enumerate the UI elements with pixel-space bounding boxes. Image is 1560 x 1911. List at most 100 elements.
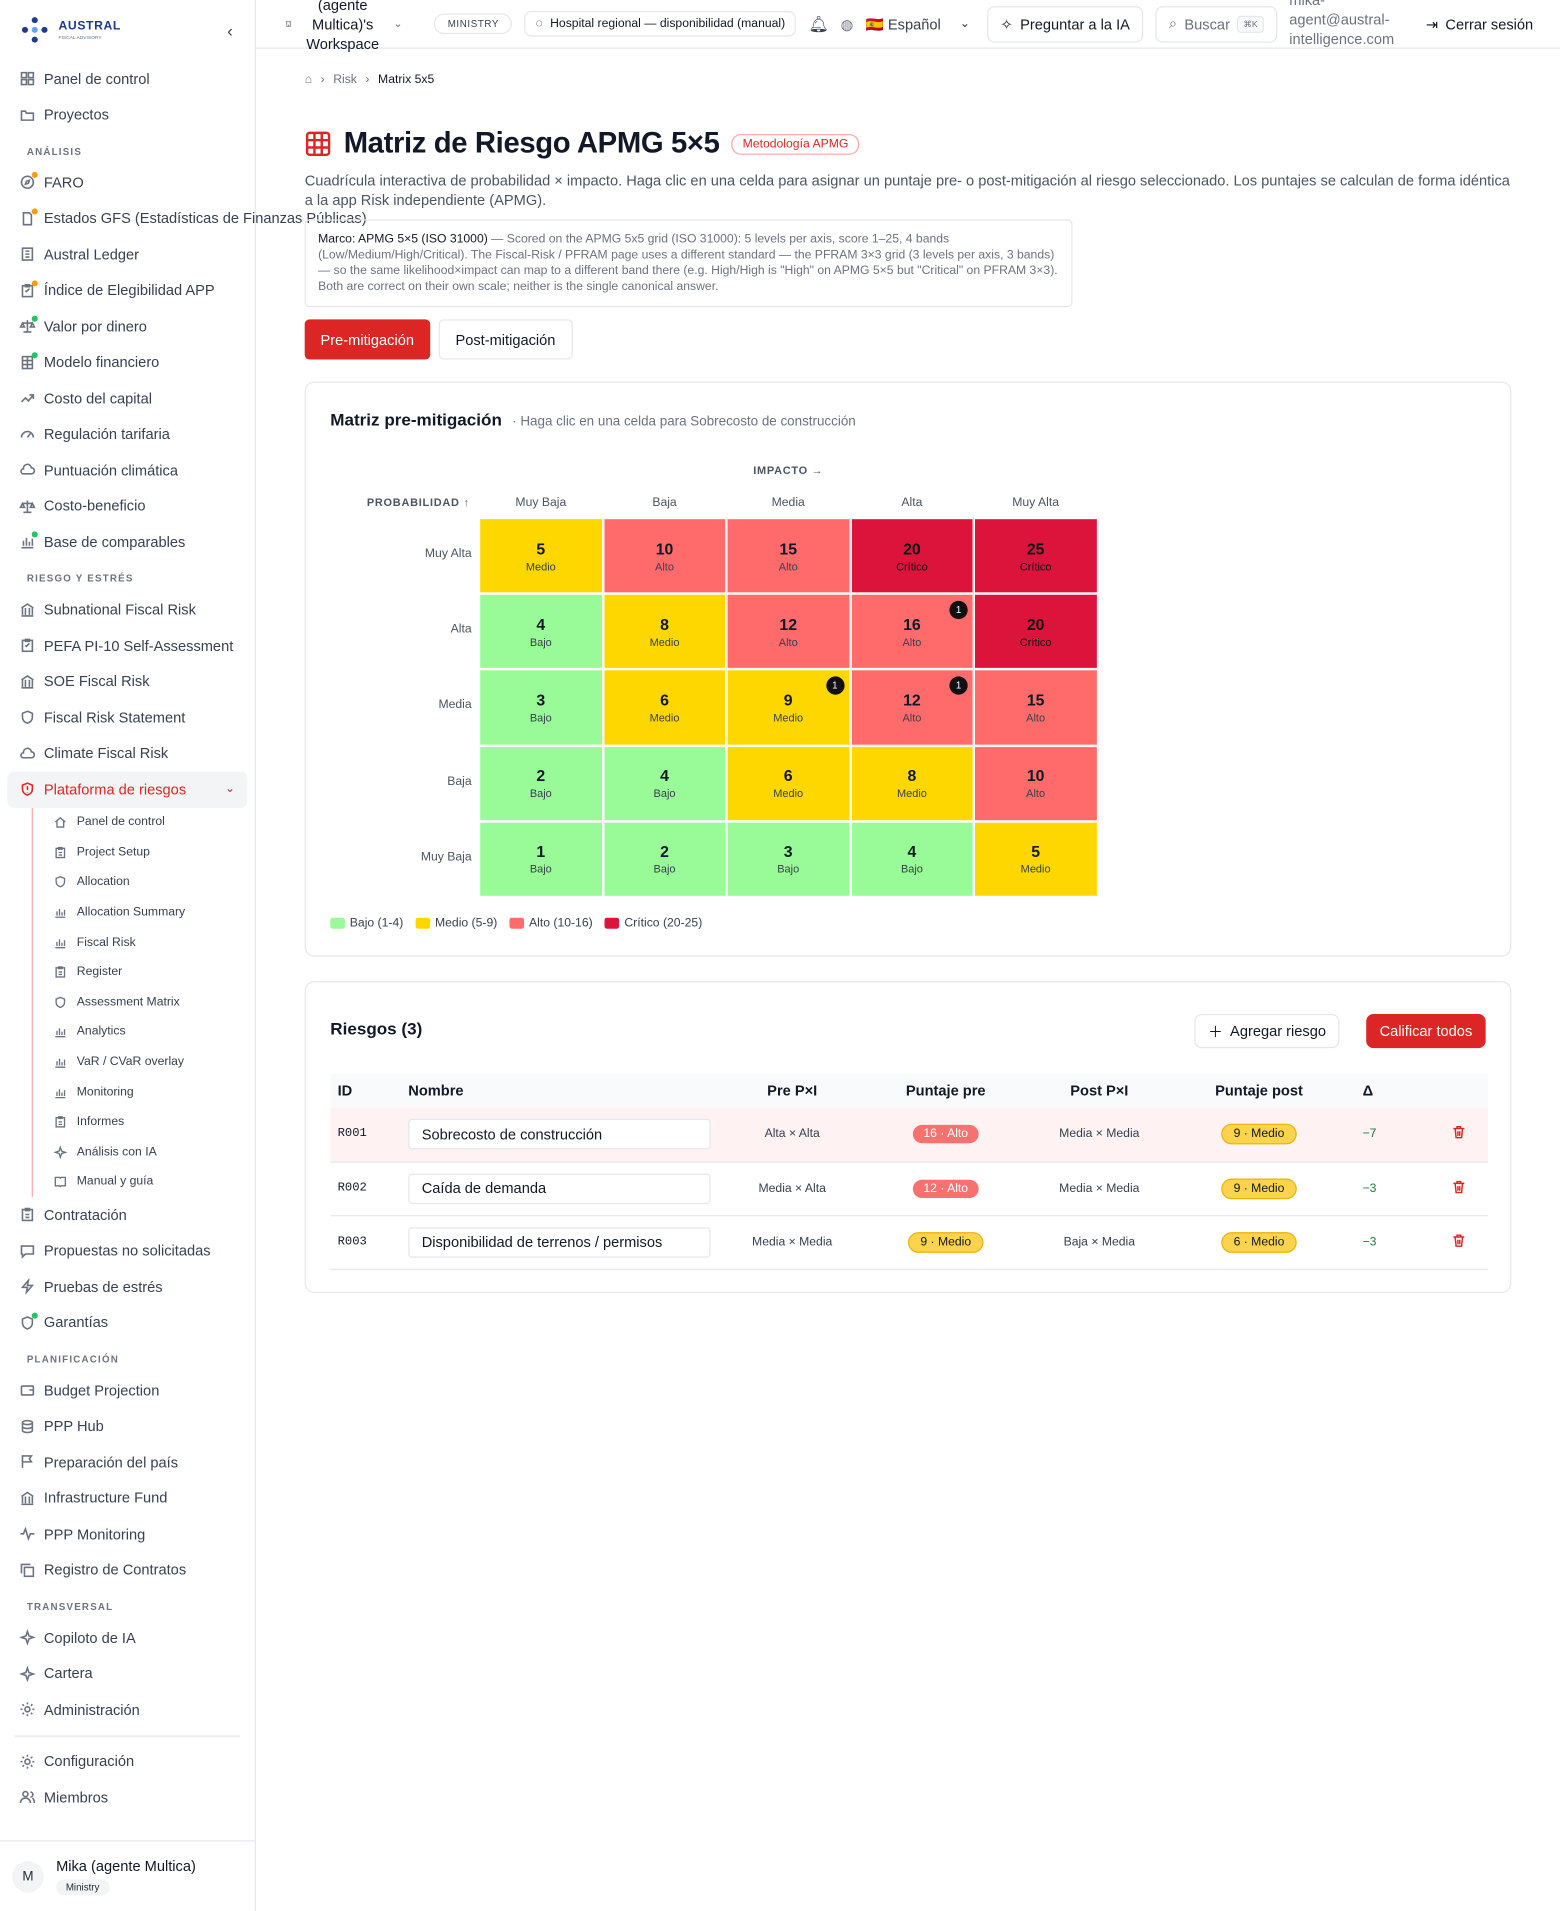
sidebar-item-analytics[interactable]: Analytics: [45, 1017, 247, 1047]
pre-score-badge[interactable]: 12 · Alto: [912, 1179, 980, 1198]
sidebar-item-modelo-financiero[interactable]: Modelo financiero: [7, 344, 247, 380]
post-score-badge[interactable]: 9 · Medio: [1221, 1123, 1297, 1145]
sidebar-item-subnational-fiscal-risk[interactable]: Subnational Fiscal Risk: [7, 592, 247, 628]
matrix-cell[interactable]: 8 Medio: [602, 593, 727, 670]
matrix-cell[interactable]: 5 Medio: [973, 821, 1098, 897]
sidebar-item-propuestas-no-solicitadas[interactable]: Propuestas no solicitadas: [7, 1233, 247, 1269]
sidebar-item-project-setup[interactable]: Project Setup: [45, 837, 247, 867]
sidebar-item-fiscal-risk-statement[interactable]: Fiscal Risk Statement: [7, 700, 247, 736]
sidebar-item-proyectos[interactable]: Proyectos: [7, 97, 247, 133]
matrix-cell[interactable]: 20 Crítico: [973, 593, 1098, 670]
pre-score-badge[interactable]: 9 · Medio: [908, 1231, 984, 1253]
risk-name-input[interactable]: [408, 1173, 711, 1204]
matrix-cell[interactable]: 2 Bajo: [602, 821, 727, 897]
matrix-cell[interactable]: 12 Alto 1: [850, 669, 974, 746]
matrix-cell[interactable]: 3 Bajo: [478, 669, 603, 746]
matrix-cell[interactable]: 4 Bajo: [478, 593, 603, 670]
sidebar-item-assessment-matrix[interactable]: Assessment Matrix: [45, 987, 247, 1017]
sidebar-item-registro-de-contratos[interactable]: Registro de Contratos: [7, 1552, 247, 1588]
matrix-cell[interactable]: 25 Crítico: [973, 517, 1098, 594]
matrix-cell[interactable]: 9 Medio 1: [726, 669, 851, 746]
home-icon[interactable]: ⌂: [304, 72, 313, 86]
sidebar-item-analisis-con-ia[interactable]: Análisis con IA: [45, 1137, 247, 1167]
sidebar-item-allocation[interactable]: Allocation: [45, 867, 247, 897]
sidebar-item-puntuacion-climatica[interactable]: Puntuación climática: [7, 452, 247, 488]
sidebar-item-copiloto-de-ia[interactable]: Copiloto de IA: [7, 1620, 247, 1656]
user-profile[interactable]: M Mika (agente Multica) Ministry: [0, 1840, 256, 1911]
sidebar-item-ppp-monitoring[interactable]: PPP Monitoring: [7, 1516, 247, 1552]
score-all-button[interactable]: Calificar todos: [1366, 1014, 1486, 1049]
post-mitigation-button[interactable]: Post-mitigación: [438, 319, 573, 360]
sidebar-item-regulacion-tarifaria[interactable]: Regulación tarifaria: [7, 416, 247, 452]
sidebar-item-indice-de-elegibilidad-app[interactable]: Índice de Elegibilidad APP: [7, 272, 247, 308]
matrix-cell[interactable]: 8 Medio: [850, 745, 974, 822]
pre-mitigation-button[interactable]: Pre-mitigación: [304, 319, 430, 360]
sidebar-item-ppp-hub[interactable]: PPP Hub: [7, 1409, 247, 1445]
sidebar-item-climate-fiscal-risk[interactable]: Climate Fiscal Risk: [7, 736, 247, 772]
sidebar-item-contratacion[interactable]: Contratación: [7, 1197, 247, 1233]
matrix-cell[interactable]: 16 Alto 1: [850, 593, 974, 670]
bell-icon[interactable]: 🔔︎: [808, 14, 829, 33]
pre-score-badge[interactable]: 16 · Alto: [912, 1125, 980, 1144]
sidebar-item-soe-fiscal-risk[interactable]: SOE Fiscal Risk: [7, 664, 247, 700]
sidebar-item-base-de-comparables[interactable]: Base de comparables: [7, 524, 247, 560]
sidebar-item-panel-de-control[interactable]: Panel de control: [45, 807, 247, 837]
sidebar-item-configuracion[interactable]: Configuración: [7, 1744, 247, 1780]
sidebar-item-register[interactable]: Register: [45, 957, 247, 987]
matrix-cell[interactable]: 15 Alto: [973, 669, 1098, 746]
matrix-cell[interactable]: 15 Alto: [726, 517, 851, 594]
risk-name-input[interactable]: [408, 1119, 711, 1150]
matrix-cell[interactable]: 3 Bajo: [726, 821, 851, 897]
sidebar-item-valor-por-dinero[interactable]: Valor por dinero: [7, 308, 247, 344]
table-row[interactable]: R001 Alta × Alta 16 · Alto Media × Media 9 ·…: [330, 1107, 1489, 1163]
matrix-cell[interactable]: 4 Bajo: [850, 821, 974, 897]
sidebar-item-preparacion-del-pais[interactable]: Preparación del país: [7, 1444, 247, 1480]
matrix-cell[interactable]: 5 Medio: [478, 517, 603, 594]
sidebar-item-budget-projection[interactable]: Budget Projection: [7, 1373, 247, 1409]
sidebar-item-miembros[interactable]: Miembros: [7, 1780, 247, 1816]
sidebar-item-faro[interactable]: FARO: [7, 165, 247, 201]
sidebar-item-var-cvar-overlay[interactable]: VaR / CVaR overlay: [45, 1047, 247, 1077]
sidebar-item-monitoring[interactable]: Monitoring: [45, 1077, 247, 1107]
sidebar-item-manual-y-guia[interactable]: Manual y guía: [45, 1167, 247, 1197]
project-selector[interactable]: ◌ Hospital regional — disponibilidad (ma…: [524, 10, 797, 37]
post-score-badge[interactable]: 6 · Medio: [1221, 1231, 1297, 1253]
search-button[interactable]: ⌕ Buscar ⌘K: [1155, 5, 1278, 43]
breadcrumb-risk[interactable]: Risk: [333, 72, 357, 86]
post-score-badge[interactable]: 9 · Medio: [1221, 1177, 1297, 1199]
matrix-cell[interactable]: 1 Bajo: [478, 821, 603, 897]
chevron-down-icon[interactable]: ⌄: [224, 782, 236, 797]
risk-name-input[interactable]: [408, 1226, 711, 1258]
trash-icon[interactable]: [1452, 1180, 1467, 1197]
sidebar-item-costo-beneficio[interactable]: Costo-beneficio: [7, 488, 247, 524]
logout-button[interactable]: ⇥ Cerrar sesión: [1414, 5, 1546, 42]
matrix-cell[interactable]: 10 Alto: [973, 745, 1098, 822]
matrix-cell[interactable]: 2 Bajo: [478, 745, 603, 822]
language-selector[interactable]: 🇪🇸 Español: [865, 15, 941, 33]
sidebar-item-pruebas-de-estres[interactable]: Pruebas de estrés: [7, 1269, 247, 1305]
matrix-cell[interactable]: 20 Crítico: [850, 517, 974, 594]
sidebar-item-informes[interactable]: Informes: [45, 1107, 247, 1137]
table-row[interactable]: R003 Media × Media 9 · Medio Baja × Media 6 …: [330, 1215, 1489, 1270]
sidebar-item-allocation-summary[interactable]: Allocation Summary: [45, 897, 247, 927]
sidebar-item-estados-gfs-estadisticas-de-finanzas-publicas[interactable]: Estados GFS (Estadísticas de Finanzas Pú…: [7, 200, 367, 236]
matrix-cell[interactable]: 12 Alto: [726, 593, 851, 670]
trash-icon[interactable]: [1452, 1126, 1467, 1143]
add-risk-button[interactable]: ＋ Agregar riesgo: [1194, 1014, 1340, 1049]
trash-icon[interactable]: [1452, 1233, 1467, 1251]
matrix-cell[interactable]: 6 Medio: [726, 745, 851, 822]
collapse-sidebar-icon[interactable]: ‹: [227, 20, 233, 41]
workspace-switcher[interactable]: (agente Multica)'s Workspace ⌄: [285, 0, 403, 53]
sidebar-item-fiscal-risk[interactable]: Fiscal Risk: [45, 927, 247, 957]
sidebar-item-infrastructure-fund[interactable]: Infrastructure Fund: [7, 1480, 247, 1516]
sidebar-item-austral-ledger[interactable]: Austral Ledger: [7, 236, 247, 272]
language-chevron-icon[interactable]: ⌄: [959, 17, 971, 31]
matrix-cell[interactable]: 4 Bajo: [602, 745, 727, 822]
sidebar-item-garantias[interactable]: Garantías: [7, 1305, 247, 1341]
globe-icon[interactable]: ◍: [840, 15, 854, 33]
matrix-cell[interactable]: 10 Alto: [602, 517, 727, 594]
sidebar-item-plataforma-de-riesgos[interactable]: Plataforma de riesgos ⌄: [7, 771, 248, 808]
sidebar-item-cartera[interactable]: Cartera: [7, 1656, 247, 1692]
sidebar-item-administracion[interactable]: Administración: [7, 1692, 247, 1728]
sidebar-item-panel-de-control[interactable]: Panel de control: [7, 61, 247, 97]
